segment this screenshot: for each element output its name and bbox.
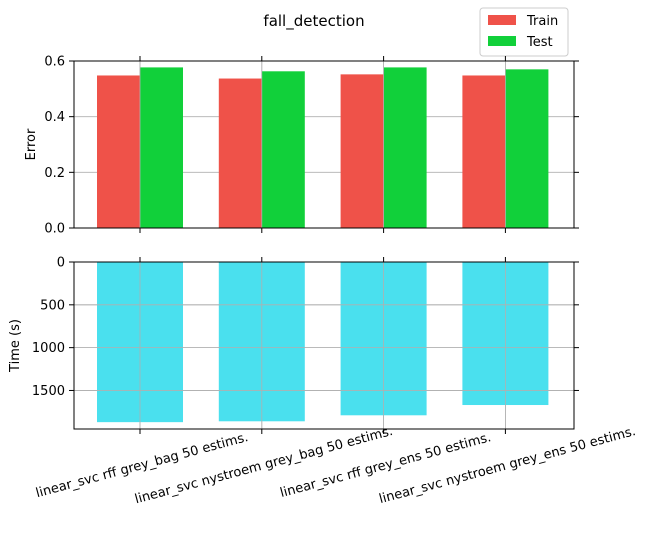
y-tick-label: 500 bbox=[40, 298, 65, 313]
legend-swatch bbox=[488, 36, 516, 46]
bar-test bbox=[140, 67, 183, 228]
bar-test bbox=[383, 67, 427, 228]
legend-label: Train bbox=[526, 14, 558, 29]
bar-test bbox=[261, 71, 305, 228]
y-tick-label: 0.4 bbox=[44, 110, 65, 125]
y-tick-label: 0 bbox=[57, 256, 65, 271]
y-axis-label: Error bbox=[24, 128, 39, 160]
legend-swatch bbox=[488, 15, 516, 25]
axes-frame bbox=[73, 261, 575, 430]
y-tick-label: 0.6 bbox=[44, 55, 65, 70]
y-tick-label: 0.0 bbox=[44, 222, 65, 237]
y-axis-label: Time (s) bbox=[8, 319, 23, 373]
y-tick-label: 0.2 bbox=[44, 166, 65, 181]
chart-title: fall_detection bbox=[263, 12, 364, 31]
bar-train bbox=[462, 75, 506, 229]
bar-train bbox=[97, 75, 140, 229]
y-tick-label: 1500 bbox=[32, 384, 65, 399]
bar-train bbox=[340, 74, 384, 228]
axes-frame bbox=[73, 60, 575, 229]
error-subplot: 0.0 0.2 0.4 0.6 Error bbox=[24, 55, 579, 237]
y-tick-label: 1000 bbox=[32, 341, 65, 356]
x-tick-label: linear_svc nystroem grey_ens 50 estims. bbox=[378, 424, 638, 507]
bar-train bbox=[218, 78, 262, 228]
legend: Train Test bbox=[479, 7, 569, 57]
legend-label: Test bbox=[526, 35, 553, 50]
bar-test bbox=[505, 69, 549, 228]
